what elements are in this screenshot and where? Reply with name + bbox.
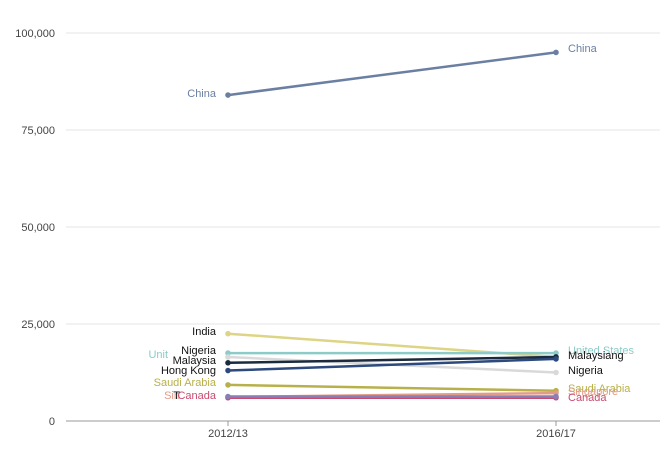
x-tick-label: 2012/13 bbox=[208, 428, 248, 440]
label-right-china: China bbox=[568, 43, 598, 55]
label-right-singapore: Singapore bbox=[568, 386, 618, 398]
point-china-2012 bbox=[225, 92, 231, 98]
series-line-china bbox=[227, 51, 557, 97]
series-line-malaysia bbox=[227, 355, 557, 365]
point-taiwan-2016 bbox=[553, 393, 559, 400]
label-right-malaysia: Malaysiang bbox=[568, 350, 624, 362]
point-india-2012 bbox=[225, 330, 231, 337]
point-united-states-2012 bbox=[225, 350, 231, 356]
label-left-malaysia: Malaysia bbox=[173, 355, 217, 367]
label-left-china: China bbox=[187, 88, 217, 100]
point-china-2016 bbox=[553, 49, 559, 56]
y-tick-label: 75,000 bbox=[21, 125, 55, 137]
y-axis: 0 25,000 50,000 75,000 100,000 bbox=[15, 28, 55, 428]
point-malaysia-2012 bbox=[225, 360, 231, 366]
label-left-canada: Canada bbox=[177, 390, 216, 402]
point-taiwan-2012 bbox=[225, 393, 231, 400]
label-left-hong-kong: Hong Kong bbox=[161, 365, 216, 377]
y-tick-label: 100,000 bbox=[15, 28, 55, 40]
y-tick-label: 50,000 bbox=[21, 222, 55, 234]
point-united-states-2016 bbox=[553, 350, 559, 356]
label-left-singapore: Sin bbox=[164, 390, 180, 402]
label-left-taiwan: T bbox=[173, 390, 180, 402]
gridlines bbox=[66, 32, 660, 422]
label-left-saudi-arabia: Saudi Arabia bbox=[154, 377, 217, 389]
label-left-nigeria: Nigeria bbox=[181, 345, 217, 357]
point-nigeria-2012 bbox=[225, 354, 231, 360]
label-right-united-states: United States bbox=[568, 345, 635, 357]
y-tick-label: 25,000 bbox=[21, 319, 55, 331]
series-lines bbox=[225, 49, 559, 401]
series-labels: China China India Unit United States Nigeria N… bbox=[148, 43, 634, 404]
label-right-saudi-arabia: Saudi Arabia bbox=[568, 383, 631, 395]
label-left-united-states: Unit bbox=[148, 349, 168, 361]
series-line-saudi-arabia bbox=[227, 383, 557, 392]
x-tick-label: 2016/17 bbox=[536, 428, 576, 440]
label-right-canada: Canada bbox=[568, 392, 607, 404]
point-hong-kong-2012 bbox=[225, 367, 231, 374]
x-axis: 2012/13 2016/17 bbox=[208, 421, 576, 440]
label-right-nigeria: Nigeria bbox=[568, 365, 604, 377]
series-line-hong-kong bbox=[227, 357, 557, 372]
label-left-india: India bbox=[192, 326, 217, 338]
point-nigeria-2016 bbox=[553, 369, 559, 376]
point-saudi-arabia-2012 bbox=[225, 382, 231, 388]
y-tick-label: 0 bbox=[49, 416, 55, 428]
point-hong-kong-2016 bbox=[553, 356, 559, 362]
